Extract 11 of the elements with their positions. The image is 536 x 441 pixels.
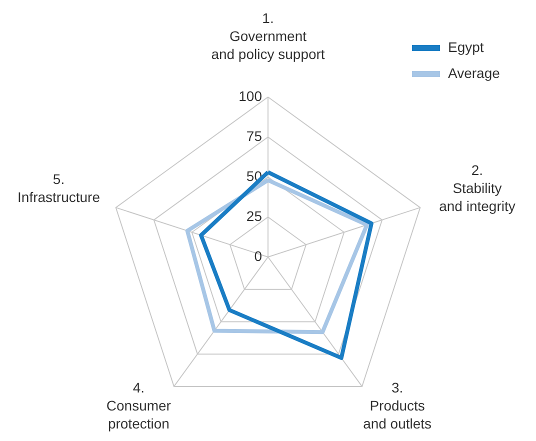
spoke-label: 3. Products and outlets — [363, 380, 432, 432]
y-tick-label: 75 — [246, 128, 262, 144]
spoke-label: 5. Infrastructure — [18, 171, 100, 206]
legend-label: Egypt — [448, 39, 484, 55]
spoke-label: 1. Government and policy support — [211, 10, 325, 62]
y-tick-label: 0 — [254, 248, 262, 264]
spoke-label: 4. Consumer protection — [106, 380, 172, 432]
legend-label: Average — [448, 65, 500, 81]
y-tick-label: 100 — [238, 88, 262, 104]
y-tick-label: 25 — [246, 208, 262, 224]
spoke-label: 2. Stability and integrity — [439, 162, 516, 214]
